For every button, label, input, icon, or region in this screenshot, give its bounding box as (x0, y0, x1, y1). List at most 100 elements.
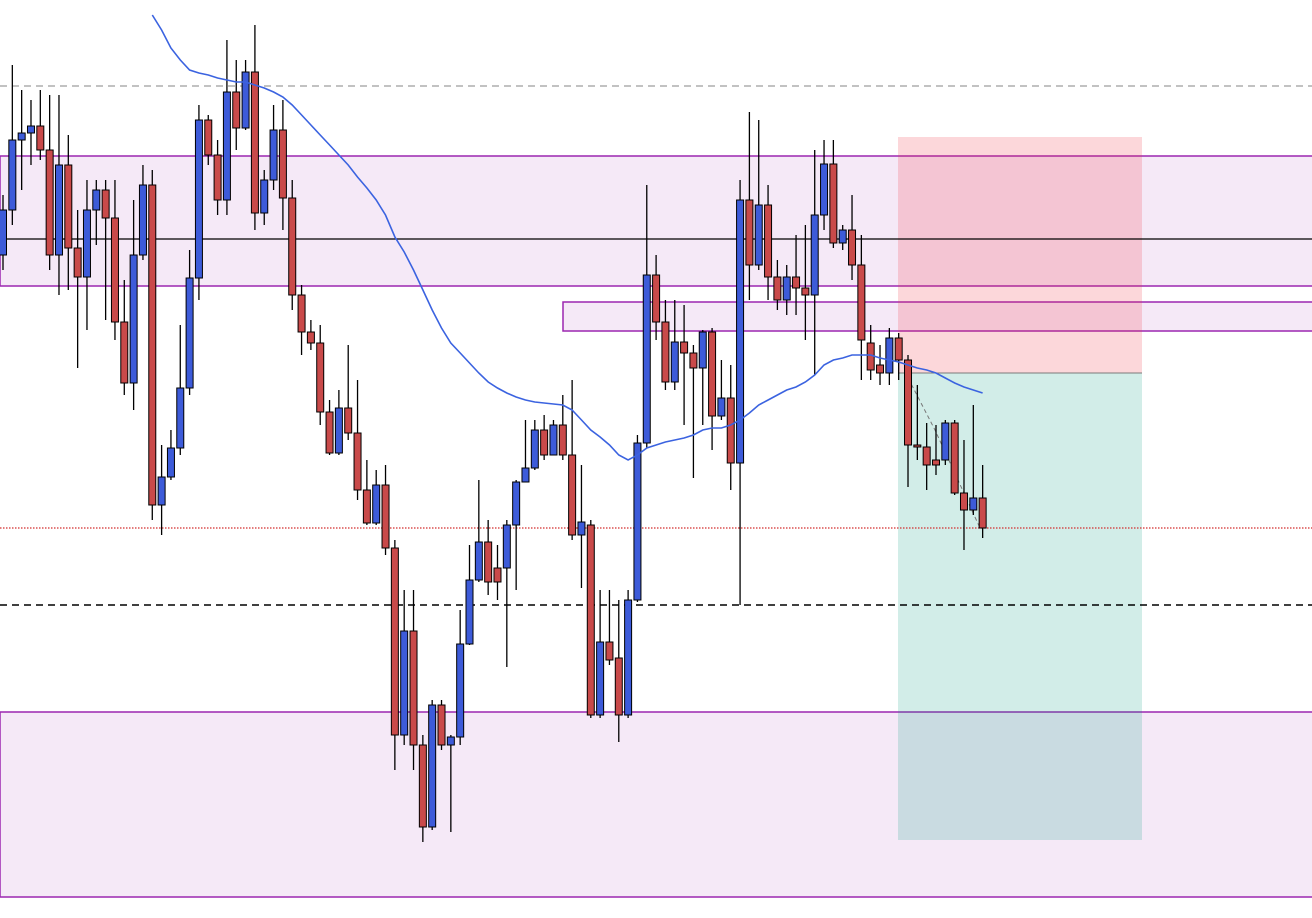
candle-body (857, 264, 866, 341)
candle-body (64, 164, 73, 249)
candle-body (904, 359, 913, 446)
candle-body (568, 454, 577, 536)
candle-body (624, 599, 633, 716)
candle-body (745, 199, 754, 266)
candle-body (577, 521, 586, 536)
candle-body (428, 704, 437, 828)
candle-body (418, 744, 427, 828)
candle-body (922, 446, 931, 466)
zone (0, 711, 1312, 898)
candle-body (241, 71, 250, 129)
candle-body (670, 341, 679, 383)
candle-body (353, 432, 362, 491)
candle-body (698, 331, 707, 369)
candle-body (409, 630, 418, 746)
candle-body (101, 189, 110, 219)
candle-body (465, 579, 474, 645)
candle-body (876, 364, 885, 374)
candle-body (950, 422, 959, 494)
candle-body (362, 489, 371, 524)
candle-body (213, 154, 222, 201)
candle-body (166, 447, 175, 478)
candle-body (717, 397, 726, 417)
candle-body (157, 476, 166, 506)
candle-body (8, 139, 17, 211)
candle-body (764, 204, 773, 278)
candle-body (390, 547, 399, 736)
candle-body (437, 704, 446, 746)
candle-body (586, 524, 595, 716)
candle-body (278, 129, 287, 199)
candle-body (978, 497, 987, 529)
candle-body (941, 422, 950, 461)
candle-body (652, 274, 661, 323)
candle-body (530, 429, 539, 469)
candle-body (306, 331, 315, 344)
candle-body (801, 287, 810, 296)
candle-body (969, 497, 978, 511)
candle-body (680, 341, 689, 354)
position-risk (898, 137, 1142, 373)
candle-body (250, 71, 259, 214)
candle-body (372, 484, 381, 524)
candle-body (474, 541, 483, 581)
candle-body (782, 276, 791, 301)
candle-body (596, 641, 605, 716)
candle-body (381, 484, 390, 549)
candle-body (558, 424, 567, 456)
candle-body (82, 209, 91, 278)
candle-body (120, 321, 129, 384)
candle-body (92, 189, 101, 211)
candle-body (642, 274, 651, 444)
candle-body (838, 229, 847, 244)
candle-body (605, 641, 614, 661)
candle-body (894, 337, 903, 361)
candle-body (456, 643, 465, 738)
candle-body (204, 119, 213, 156)
candle-body (54, 164, 63, 256)
candle-body (913, 444, 922, 448)
candle-body (129, 254, 138, 384)
candle-body (792, 276, 801, 289)
candle-body (325, 411, 334, 454)
candle-body (549, 424, 558, 456)
candle-body (754, 204, 763, 266)
candle-body (885, 337, 894, 374)
zone (562, 301, 1312, 332)
candle-body (521, 467, 530, 483)
candle-body (446, 736, 455, 746)
candle-body (17, 132, 26, 141)
candle-body (512, 481, 521, 526)
trade-path (904, 371, 981, 529)
candle-body (0, 209, 7, 256)
candle-body (661, 321, 670, 383)
candle-body (829, 163, 838, 244)
candle-body (400, 630, 409, 736)
candle-body (185, 277, 194, 389)
candle-body (344, 407, 353, 434)
candle-body (138, 184, 147, 256)
candle-body (773, 276, 782, 301)
candle-body (45, 149, 54, 256)
candle-body (932, 459, 940, 466)
candle-body (194, 119, 203, 279)
candle-body (297, 294, 306, 333)
candle-body (493, 567, 502, 583)
candle-body (540, 429, 549, 456)
candle-body (689, 352, 698, 369)
candle-body (820, 163, 829, 216)
candle-body (36, 125, 45, 151)
candle-body (484, 541, 493, 583)
candle-body (26, 125, 35, 134)
moving-average (151, 14, 983, 461)
candle-body (614, 657, 623, 716)
position-reward (898, 373, 1142, 840)
candle-body (736, 199, 745, 464)
candle-body (316, 342, 325, 413)
candle-body (176, 387, 185, 449)
candle-body (959, 492, 968, 511)
candle-body (848, 229, 857, 266)
candle-body (810, 214, 819, 296)
